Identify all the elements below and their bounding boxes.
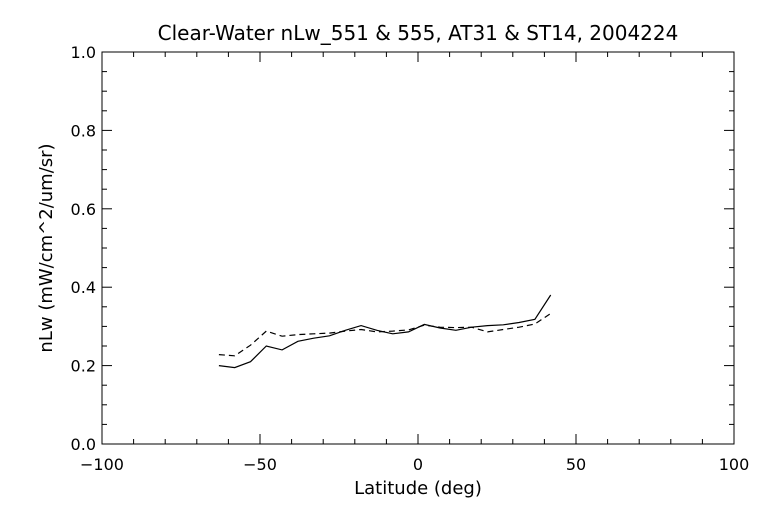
axis-ticks [101,51,735,445]
y-tick-label: 0.0 [71,435,96,454]
y-tick-label: 0.6 [71,200,96,219]
x-tick-label: 100 [719,455,750,474]
chart-title: Clear-Water nLw_551 & 555, AT31 & ST14, … [158,21,679,45]
y-tick-label: 1.0 [71,43,96,62]
y-tick-label: 0.2 [71,357,96,376]
y-tick-label: 0.4 [71,278,96,297]
axis-tick-labels: −100 −50 0 50 100 0.0 0.2 0.4 0.6 0.8 1.0 [71,43,750,474]
y-tick-label: 0.8 [71,121,96,140]
x-tick-label: 50 [566,455,586,474]
plot-frame [101,51,735,445]
x-tick-label: 0 [413,455,423,474]
x-tick-label: −100 [80,455,124,474]
x-axis-label: Latitude (deg) [354,478,482,499]
series-layer [218,294,552,369]
x-tick-label: −50 [243,455,277,474]
y-axis-label: nLw (mW/cm^2/um/sr) [36,143,57,352]
series-line-dashed [218,313,552,357]
